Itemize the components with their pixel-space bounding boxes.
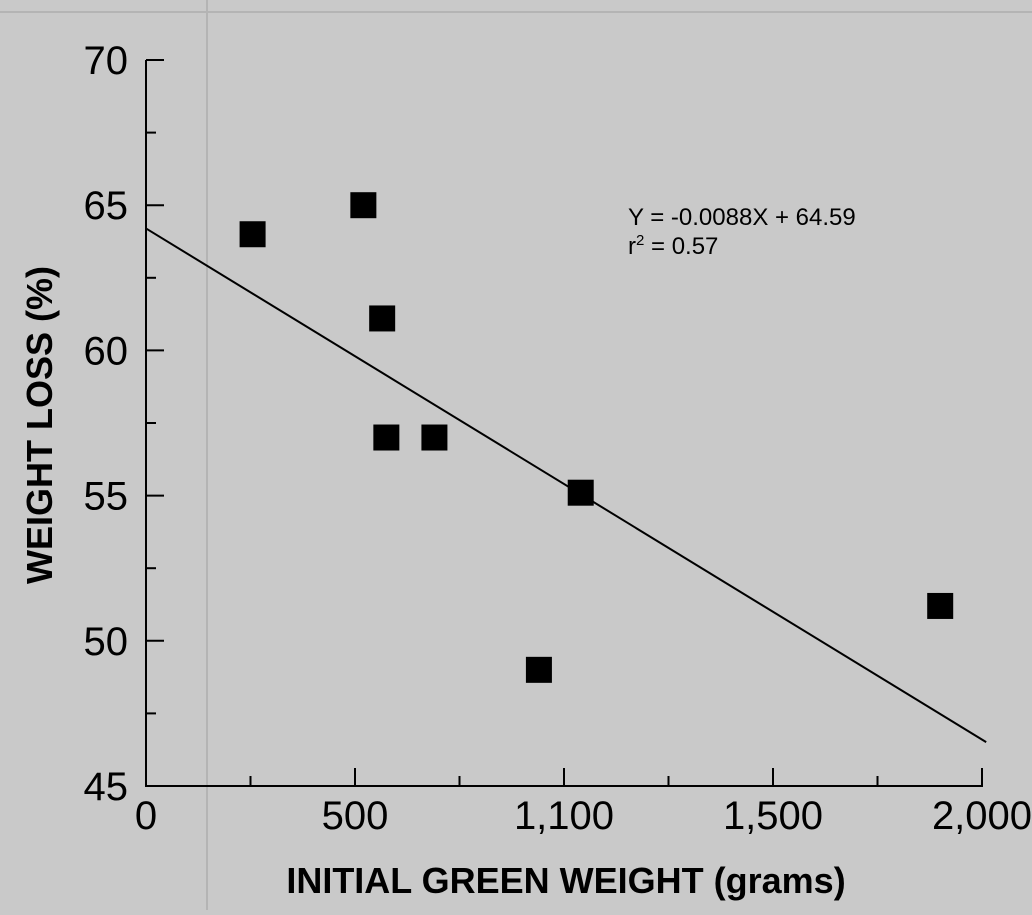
- axes: [145, 60, 983, 787]
- data-point: [567, 479, 594, 506]
- data-point: [369, 305, 396, 332]
- data-point: [239, 221, 266, 248]
- y-axis-title: WEIGHT LOSS (%): [19, 266, 60, 584]
- y-axis-ticks: 45 50 55 60 65 70: [84, 39, 164, 809]
- x-axis-title: INITIAL GREEN WEIGHT (grams): [286, 860, 845, 901]
- y-tick-label: 65: [84, 184, 129, 228]
- data-point: [927, 592, 954, 619]
- data-point: [350, 192, 377, 219]
- x-axis-ticks: 0 500 1,100 1,500 2,000: [135, 768, 1032, 838]
- data-points: [239, 192, 954, 683]
- data-point: [525, 656, 552, 683]
- regression-line-group: [145, 227, 987, 743]
- x-tick-label: 1,500: [723, 794, 823, 838]
- data-point: [373, 424, 400, 451]
- y-tick-label: 55: [84, 475, 129, 519]
- y-tick-label: 45: [84, 765, 129, 809]
- y-tick-label: 60: [84, 329, 129, 373]
- data-point: [421, 424, 448, 451]
- y-tick-label: 50: [84, 620, 129, 664]
- y-tick-label: 70: [84, 39, 129, 83]
- regression-equation: Y = -0.0088X + 64.59: [628, 204, 856, 231]
- regression-line: [145, 227, 987, 743]
- x-tick-label: 500: [322, 794, 389, 838]
- x-tick-label: 1,100: [514, 794, 614, 838]
- x-tick-label: 0: [135, 794, 157, 838]
- x-tick-label: 2,000: [932, 794, 1032, 838]
- r-squared-label: r2 = 0.57: [628, 232, 718, 260]
